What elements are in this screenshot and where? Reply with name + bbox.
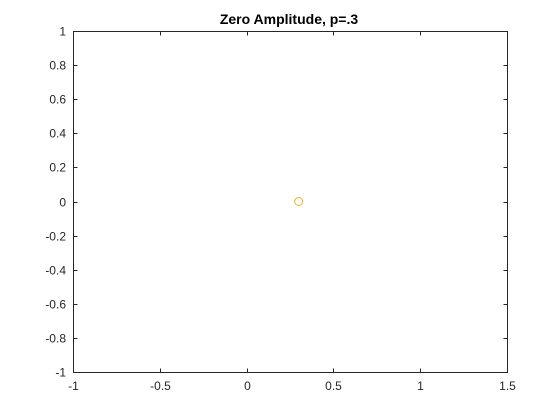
y-tick-label: -1: [55, 366, 66, 380]
y-tick-label: 0.6: [49, 93, 66, 107]
x-axis: -1 -0.5 0 0.5 1 1.5: [68, 31, 516, 393]
x-tick-label: -1: [68, 379, 79, 393]
chart-title: Zero Amplitude, p=.3: [220, 11, 359, 27]
y-axis: -1 -0.8 -0.6 -0.4 -0.2 0 0.2 0.4 0.6 0.8 1: [45, 25, 508, 380]
x-tick-label: 1.5: [499, 379, 516, 393]
y-tick-label: 0.2: [49, 161, 66, 175]
y-tick-label: 0.4: [49, 127, 66, 141]
data-series: [294, 197, 304, 206]
x-tick-label: -0.5: [150, 379, 171, 393]
x-tick-label: 1: [417, 379, 424, 393]
y-tick-label: -0.6: [45, 298, 66, 312]
y-tick-label: -0.8: [45, 332, 66, 346]
plot-area: [73, 31, 508, 373]
y-tick-label: -0.4: [45, 264, 66, 278]
y-tick-label: 0.8: [49, 59, 66, 73]
y-tick-label: 1: [59, 25, 66, 39]
x-tick-label: 0: [244, 379, 251, 393]
data-point: [294, 197, 304, 206]
y-tick-label: -0.2: [45, 230, 66, 244]
y-tick-label: 0: [59, 196, 66, 210]
x-tick-label: 0.5: [325, 379, 342, 393]
